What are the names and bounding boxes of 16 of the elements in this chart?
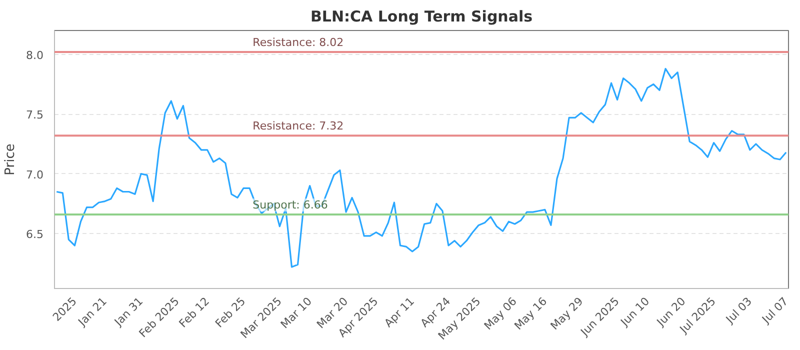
y-tick-label: 7.5 (26, 108, 44, 122)
x-tick-label: Feb 12 (176, 294, 212, 330)
y-tick-label: 7.0 (26, 168, 44, 182)
line-series (56, 68, 787, 268)
x-tick-label: Apr 11 (382, 294, 417, 330)
ref-line-label: Support: 6.66 (252, 198, 328, 212)
x-tick-label: Jul 03 (722, 294, 755, 327)
y-tick-label: 6.5 (26, 228, 44, 242)
y-tick-label: 8.0 (26, 48, 44, 62)
ref-line-label: Resistance: 8.02 (252, 36, 344, 49)
ref-line-label: Resistance: 7.32 (252, 120, 344, 133)
x-tick-label: Jan 21 (75, 294, 110, 330)
chart-title: BLN:CA Long Term Signals (310, 8, 533, 26)
x-tick-label: Jul 07 (759, 294, 791, 327)
y-axis-title: Price (3, 144, 18, 176)
x-tick-label: Jun 10 (618, 294, 652, 330)
